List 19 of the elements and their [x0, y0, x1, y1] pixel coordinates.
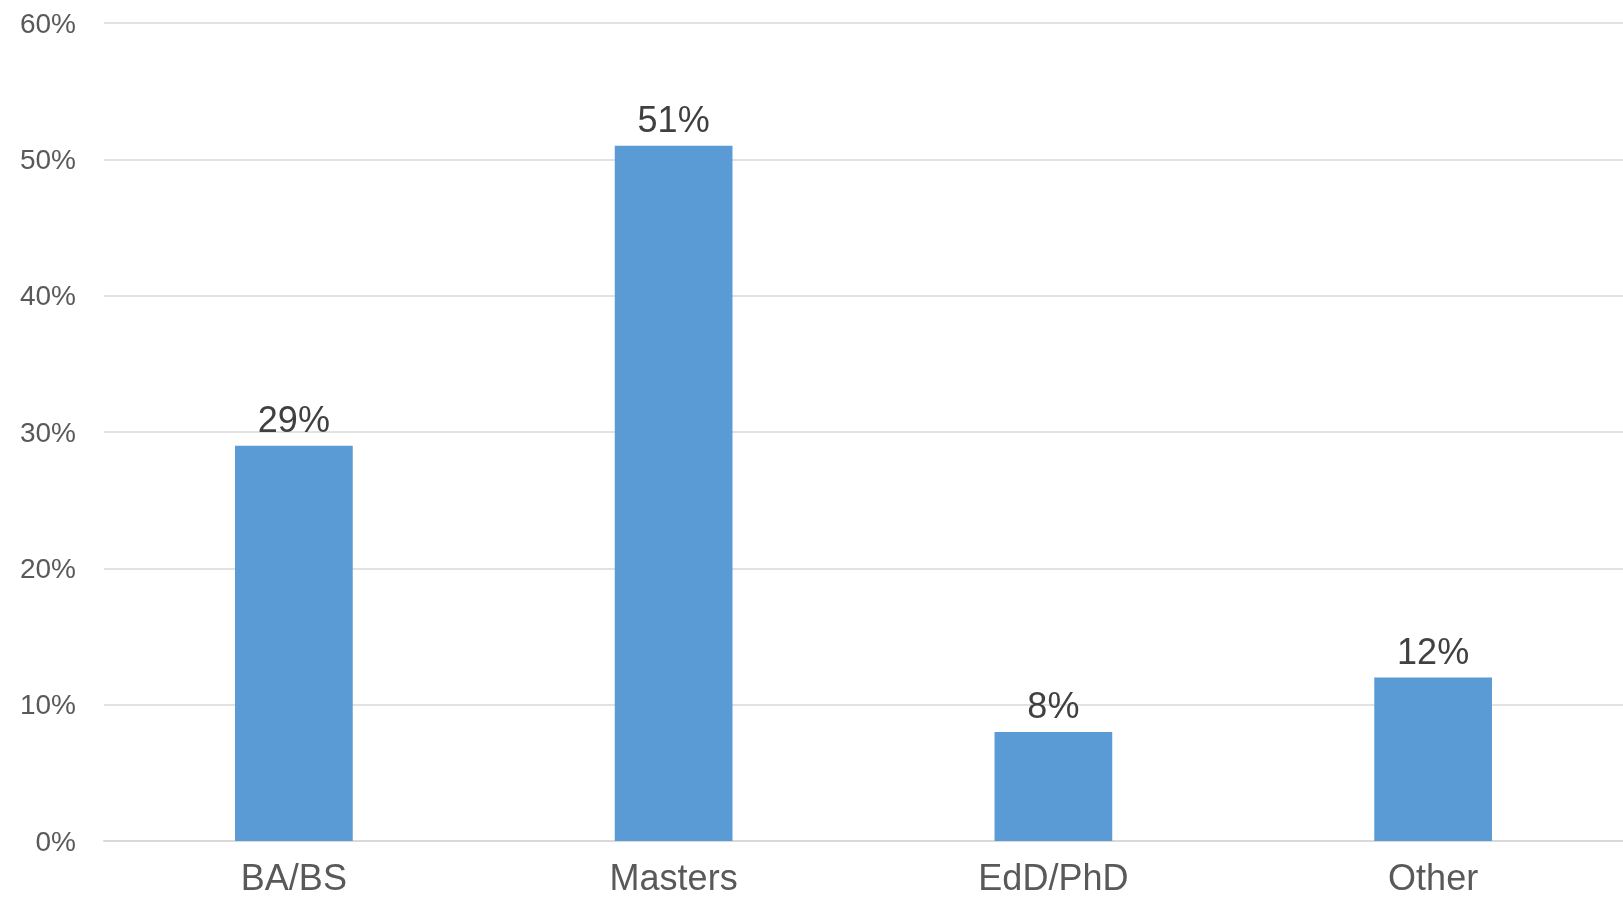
data-label: 12% — [1397, 630, 1470, 672]
y-tick-label: 20% — [19, 552, 76, 584]
data-label: 51% — [637, 99, 710, 141]
x-tick-label: BA/BS — [240, 856, 347, 898]
x-tick-label: EdD/PhD — [978, 856, 1129, 898]
data-label: 8% — [1027, 685, 1080, 727]
y-tick-label: 30% — [19, 416, 76, 448]
y-tick-label: 10% — [19, 689, 76, 721]
bar — [994, 731, 1113, 841]
bar — [614, 145, 733, 841]
bar — [235, 445, 353, 841]
y-tick-label: 50% — [19, 143, 76, 175]
data-label: 29% — [257, 399, 330, 441]
y-tick-label: 60% — [19, 7, 76, 39]
y-tick-label: 0% — [35, 825, 76, 857]
x-tick-label: Masters — [609, 856, 738, 898]
bar — [1374, 677, 1492, 841]
y-tick-label: 40% — [19, 280, 76, 312]
x-tick-label: Other — [1388, 856, 1479, 898]
